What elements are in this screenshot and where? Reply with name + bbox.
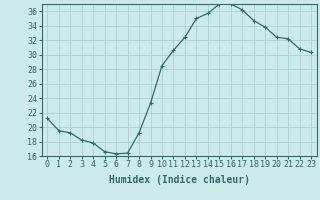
X-axis label: Humidex (Indice chaleur): Humidex (Indice chaleur) <box>109 175 250 185</box>
